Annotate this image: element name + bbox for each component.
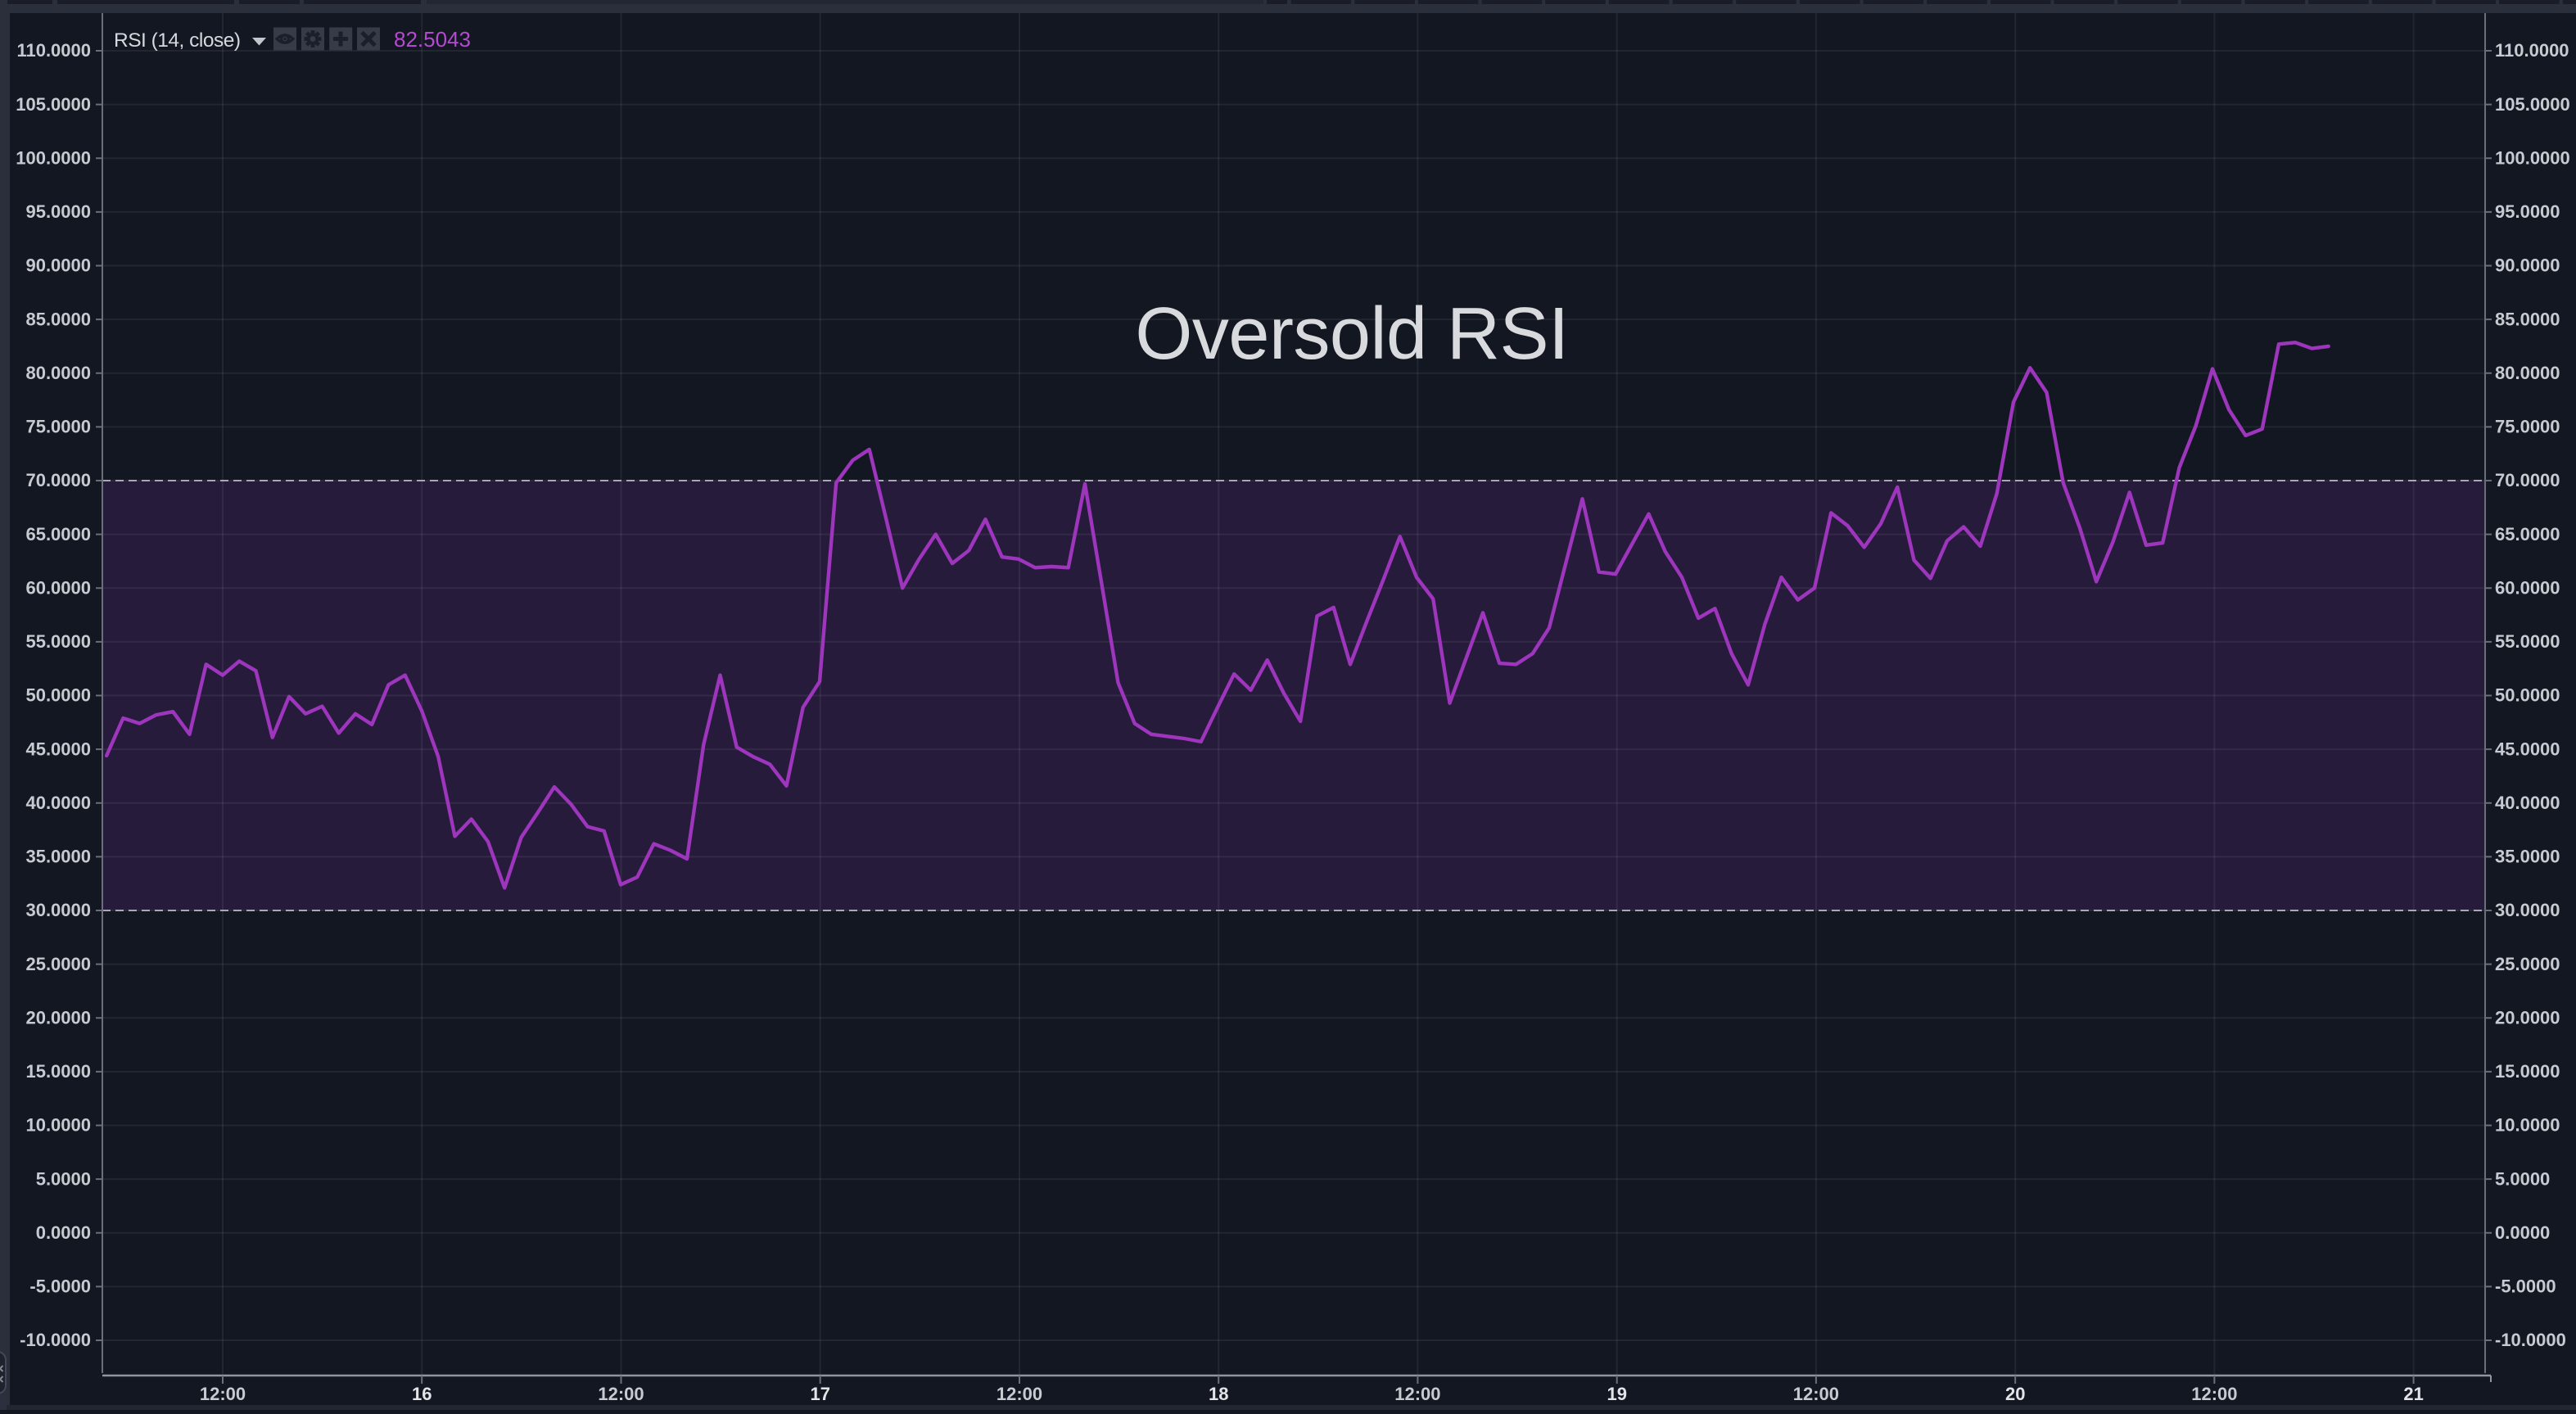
svg-text:15.0000: 15.0000 xyxy=(25,1061,91,1082)
svg-text:12:00: 12:00 xyxy=(2191,1384,2237,1404)
svg-text:50.0000: 50.0000 xyxy=(2495,685,2560,706)
svg-text:40.0000: 40.0000 xyxy=(25,793,91,813)
svg-text:45.0000: 45.0000 xyxy=(2495,739,2560,759)
svg-text:0.0000: 0.0000 xyxy=(36,1222,91,1243)
svg-text:85.0000: 85.0000 xyxy=(25,309,91,329)
svg-text:10.0000: 10.0000 xyxy=(2495,1115,2560,1136)
svg-text:19: 19 xyxy=(1607,1384,1626,1404)
svg-text:20.0000: 20.0000 xyxy=(2495,1008,2560,1028)
svg-text:-10.0000: -10.0000 xyxy=(2495,1330,2566,1350)
svg-text:12:00: 12:00 xyxy=(1394,1384,1440,1404)
svg-text:30.0000: 30.0000 xyxy=(25,900,91,920)
svg-text:110.0000: 110.0000 xyxy=(2495,40,2569,61)
svg-text:35.0000: 35.0000 xyxy=(2495,847,2560,867)
svg-text:80.0000: 80.0000 xyxy=(2495,363,2560,383)
svg-text:65.0000: 65.0000 xyxy=(2495,524,2560,544)
svg-text:100.0000: 100.0000 xyxy=(16,147,91,168)
svg-text:RSI (14, close): RSI (14, close) xyxy=(114,29,241,52)
svg-text:65.0000: 65.0000 xyxy=(25,524,91,544)
svg-text:55.0000: 55.0000 xyxy=(25,631,91,652)
svg-text:15.0000: 15.0000 xyxy=(2495,1061,2560,1082)
svg-text:20.0000: 20.0000 xyxy=(25,1008,91,1028)
svg-text:25.0000: 25.0000 xyxy=(2495,954,2560,974)
svg-text:45.0000: 45.0000 xyxy=(25,739,91,759)
svg-text:82.5043: 82.5043 xyxy=(394,27,471,52)
svg-text:10.0000: 10.0000 xyxy=(25,1115,91,1136)
svg-text:5.0000: 5.0000 xyxy=(36,1168,91,1189)
svg-text:100.0000: 100.0000 xyxy=(2495,147,2570,168)
svg-text:5.0000: 5.0000 xyxy=(2495,1168,2550,1189)
svg-text:0.0000: 0.0000 xyxy=(2495,1222,2550,1243)
svg-text:18: 18 xyxy=(1209,1384,1228,1404)
svg-text:75.0000: 75.0000 xyxy=(25,417,91,437)
svg-text:12:00: 12:00 xyxy=(200,1384,246,1404)
svg-text:55.0000: 55.0000 xyxy=(2495,631,2560,652)
svg-text:60.0000: 60.0000 xyxy=(25,578,91,599)
svg-text:-10.0000: -10.0000 xyxy=(20,1330,91,1350)
svg-text:80.0000: 80.0000 xyxy=(25,363,91,383)
svg-text:16: 16 xyxy=(412,1384,432,1404)
svg-text:-5.0000: -5.0000 xyxy=(2495,1276,2556,1297)
svg-text:12:00: 12:00 xyxy=(598,1384,644,1404)
svg-text:12:00: 12:00 xyxy=(1793,1384,1839,1404)
svg-text:110.0000: 110.0000 xyxy=(16,40,91,61)
svg-text:Oversold RSI: Oversold RSI xyxy=(1135,293,1568,375)
svg-text:40.0000: 40.0000 xyxy=(2495,793,2560,813)
svg-text:21: 21 xyxy=(2403,1384,2423,1404)
svg-text:25.0000: 25.0000 xyxy=(25,954,91,974)
svg-text:17: 17 xyxy=(810,1384,829,1404)
svg-text:105.0000: 105.0000 xyxy=(16,94,91,115)
svg-text:35.0000: 35.0000 xyxy=(25,847,91,867)
svg-text:70.0000: 70.0000 xyxy=(2495,470,2560,490)
svg-text:95.0000: 95.0000 xyxy=(25,201,91,222)
svg-text:75.0000: 75.0000 xyxy=(2495,417,2560,437)
svg-text:-5.0000: -5.0000 xyxy=(29,1276,91,1297)
svg-text:50.0000: 50.0000 xyxy=(25,685,91,706)
svg-text:90.0000: 90.0000 xyxy=(2495,255,2560,276)
svg-text:90.0000: 90.0000 xyxy=(25,255,91,276)
svg-text:95.0000: 95.0000 xyxy=(2495,201,2560,222)
svg-text:30.0000: 30.0000 xyxy=(2495,900,2560,920)
svg-text:105.0000: 105.0000 xyxy=(2495,94,2570,115)
svg-text:60.0000: 60.0000 xyxy=(2495,578,2560,599)
svg-text:12:00: 12:00 xyxy=(997,1384,1042,1404)
svg-text:85.0000: 85.0000 xyxy=(2495,309,2560,329)
svg-text:70.0000: 70.0000 xyxy=(25,470,91,490)
svg-text:20: 20 xyxy=(2005,1384,2025,1404)
